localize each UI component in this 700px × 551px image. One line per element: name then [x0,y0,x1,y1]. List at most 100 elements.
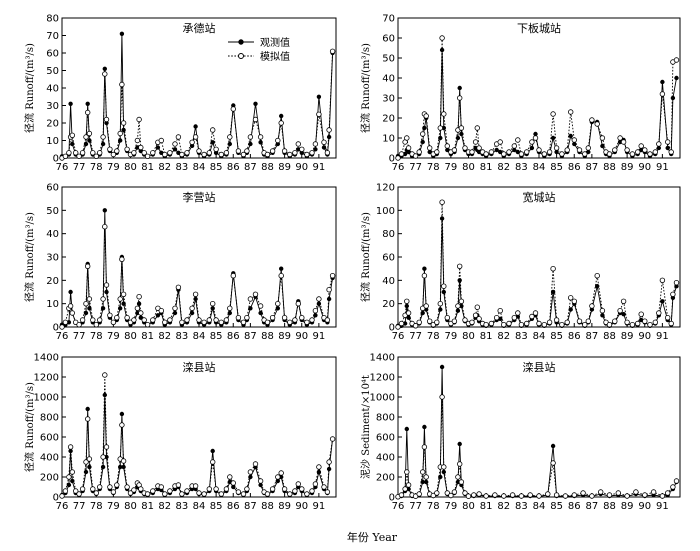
simulated-point [206,150,212,156]
observed-point [313,147,318,152]
simulated-point [131,317,137,323]
simulated-point [83,134,89,140]
observed-point [404,426,409,432]
simulated-point [117,130,123,137]
x-tick-label: 91 [656,331,669,342]
simulated-point [506,320,512,327]
simulated-point [329,48,336,54]
simulated-point [620,298,627,304]
simulated-point [84,109,91,116]
observed-point [404,303,409,309]
simulated-point [404,135,410,141]
observed-point [422,424,427,430]
simulated-point [656,310,662,316]
simulated-point [103,444,110,450]
simulated-point [67,444,74,450]
simulated-point [213,486,219,492]
x-tick-label: 77 [73,501,86,512]
x-tick-label: 83 [515,331,528,342]
simulated-point [642,318,648,324]
simulated-point [86,456,93,462]
observed-point [172,147,178,152]
x-tick-label: 89 [278,501,291,512]
observed-point [457,441,462,447]
simulated-point [72,488,79,494]
simulated-point [227,134,233,140]
simulated-point [635,320,641,327]
x-tick-label: 82 [158,331,171,342]
simulated-point [529,313,535,320]
legend-observed-label: 观测值 [260,36,290,49]
y-axis-label: 径流 Runoff/(m³/s) [23,382,36,472]
simulated-point [497,139,503,145]
observed-point [83,310,89,316]
simulated-point [69,132,75,138]
panel-title: 宽城站 [523,190,556,204]
simulated-point [127,490,134,496]
simulated-point [326,127,332,133]
observed-point [87,306,92,311]
simulated-point [673,478,680,484]
simulated-point [299,486,305,492]
simulated-point [638,143,644,149]
simulated-point [158,484,164,490]
simulated-point [455,303,461,309]
y-tick-label: 40 [382,276,395,287]
simulated-point [59,493,65,499]
y-tick-label: 50 [382,54,395,65]
x-tick-label: 81 [141,331,154,342]
observed-point [248,141,253,147]
simulated-point [524,149,530,155]
simulated-point [235,148,242,154]
x-tick-label: 90 [638,501,651,512]
simulated-point [624,319,630,325]
x-tick-label: 84 [193,331,206,342]
observed-point [279,266,284,271]
x-tick-label: 87 [586,331,599,342]
y-tick-label: 10 [382,134,395,145]
simulated-point [209,127,216,133]
simulated-point [321,139,327,145]
simulated-point [652,149,658,155]
observed-point [66,482,72,488]
simulated-point [179,491,185,497]
y-tick-label: 400 [376,453,395,464]
panel-1: 0 10 20 30 40 50 60 70 80 76 77 78 79 80 81 82 83 84 85 86 8… [23,14,337,173]
observed-point [550,289,556,295]
y-tick-label: 1000 [370,393,395,404]
simulated-series-line [61,374,334,497]
simulated-point [230,480,236,486]
simulated-point [497,308,503,314]
simulated-point [665,139,671,145]
simulated-point [571,137,577,143]
simulated-point [458,479,465,485]
x-tick-label: 77 [73,162,86,173]
simulated-point [402,486,408,492]
simulated-point [100,134,106,140]
simulated-point [518,151,525,157]
simulated-point [412,153,419,159]
observed-point [550,443,556,449]
simulated-point [172,141,178,147]
x-tick-label: 78 [90,501,103,512]
simulated-point [175,134,182,140]
simulated-point [546,149,553,155]
simulated-point [488,149,495,155]
x-tick-label: 90 [295,501,308,512]
simulated-point [536,147,542,153]
simulated-point [206,486,212,492]
simulated-point [189,305,195,311]
y-tick-label: 10 [46,136,59,147]
x-tick-label: 81 [141,162,154,173]
simulated-point [458,298,465,304]
x-tick-label: 81 [141,501,154,512]
simulated-point [612,318,618,324]
observed-point [660,299,665,304]
x-tick-label: 82 [497,331,510,342]
simulated-point [629,151,636,157]
simulated-point [562,493,569,499]
y-tick-label: 0 [53,323,59,334]
observed-point [68,289,73,295]
